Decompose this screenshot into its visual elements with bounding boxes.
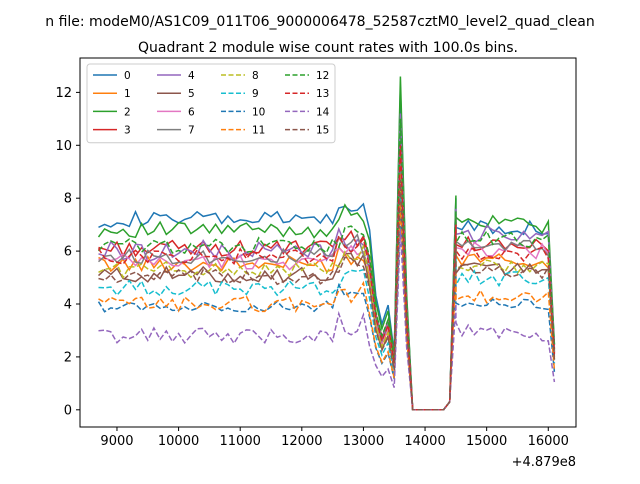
x-tick-label: 12000: [281, 434, 322, 449]
series-line-15: [98, 179, 556, 411]
series-line-4: [98, 113, 556, 411]
y-tick-label: 6: [64, 245, 72, 260]
legend-label: 10: [252, 106, 265, 118]
legend-box: [86, 63, 336, 144]
legend-entry-14: 14: [285, 106, 330, 118]
legend-entry-8: 8: [221, 70, 259, 82]
legend-entry-10: 10: [221, 106, 265, 118]
y-tick-label: 0: [64, 403, 72, 418]
series-line-3: [98, 129, 556, 411]
x-tick-label: 13000: [343, 434, 384, 449]
series-line-13: [97, 145, 556, 411]
series-line-7: [98, 150, 556, 411]
legend-label: 15: [316, 125, 329, 137]
figure-suptitle: n file: modeM0/AS1C09_011T06_9000006478_…: [45, 14, 594, 30]
legend-label: 4: [188, 70, 195, 82]
legend-entry-13: 13: [285, 88, 329, 100]
legend-label: 11: [252, 125, 265, 137]
plot-area: [97, 76, 556, 411]
legend-entry-7: 7: [157, 125, 195, 137]
x-tick-label: 10000: [158, 434, 199, 449]
legend-label: 1: [124, 88, 131, 100]
series-line-12: [97, 118, 556, 411]
chart-title: Quadrant 2 module wise count rates with …: [138, 40, 518, 56]
y-tick-label: 4: [64, 298, 72, 313]
legend-entry-0: 0: [93, 70, 131, 82]
legend-label: 9: [252, 88, 259, 100]
x-tick-label: 14000: [404, 434, 445, 449]
legend-entry-4: 4: [157, 70, 195, 82]
x-tick-label: 9000: [100, 434, 133, 449]
legend-label: 6: [188, 106, 195, 118]
legend-entry-11: 11: [221, 125, 265, 137]
series-line-8: [98, 174, 556, 411]
x-tick-label: 11000: [220, 434, 261, 449]
series-line-10: [97, 208, 556, 411]
x-offset-label: +4.879e8: [512, 455, 576, 470]
legend-label: 14: [316, 106, 330, 118]
legend-entry-5: 5: [157, 88, 195, 100]
legend-label: 3: [124, 125, 131, 137]
series-line-14: [98, 229, 556, 411]
legend-entry-3: 3: [93, 125, 131, 137]
legend-label: 12: [316, 70, 329, 82]
legend-entry-2: 2: [93, 106, 131, 118]
legend-entry-1: 1: [93, 88, 131, 100]
axes: 9000 10000 11000 12000 13000 14000 15000 16000 0…: [55, 57, 577, 449]
legend-entry-15: 15: [285, 125, 329, 137]
series-line-9: [98, 195, 556, 411]
x-tick-label: 15000: [466, 434, 507, 449]
series-line-1: [98, 182, 556, 411]
y-tick-label: 8: [64, 192, 72, 207]
series-line-0: [98, 87, 556, 411]
legend-label: 2: [124, 106, 131, 118]
y-tick-label: 2: [64, 350, 72, 365]
y-tick-label: 10: [55, 139, 72, 154]
legend-label: 0: [124, 70, 131, 82]
legend-label: 7: [188, 125, 195, 137]
series-line-2: [97, 76, 556, 411]
x-tick-label: 16000: [528, 434, 569, 449]
legend-label: 5: [188, 88, 195, 100]
legend-entry-6: 6: [157, 106, 195, 118]
legend-label: 8: [252, 70, 259, 82]
series-line-5: [97, 176, 556, 411]
y-tick-label: 12: [55, 86, 72, 101]
legend-entry-9: 9: [221, 88, 259, 100]
axes-frame: [79, 57, 577, 428]
legend-entry-12: 12: [285, 70, 329, 82]
series-line-11: [98, 203, 556, 411]
legend-label: 13: [316, 88, 329, 100]
